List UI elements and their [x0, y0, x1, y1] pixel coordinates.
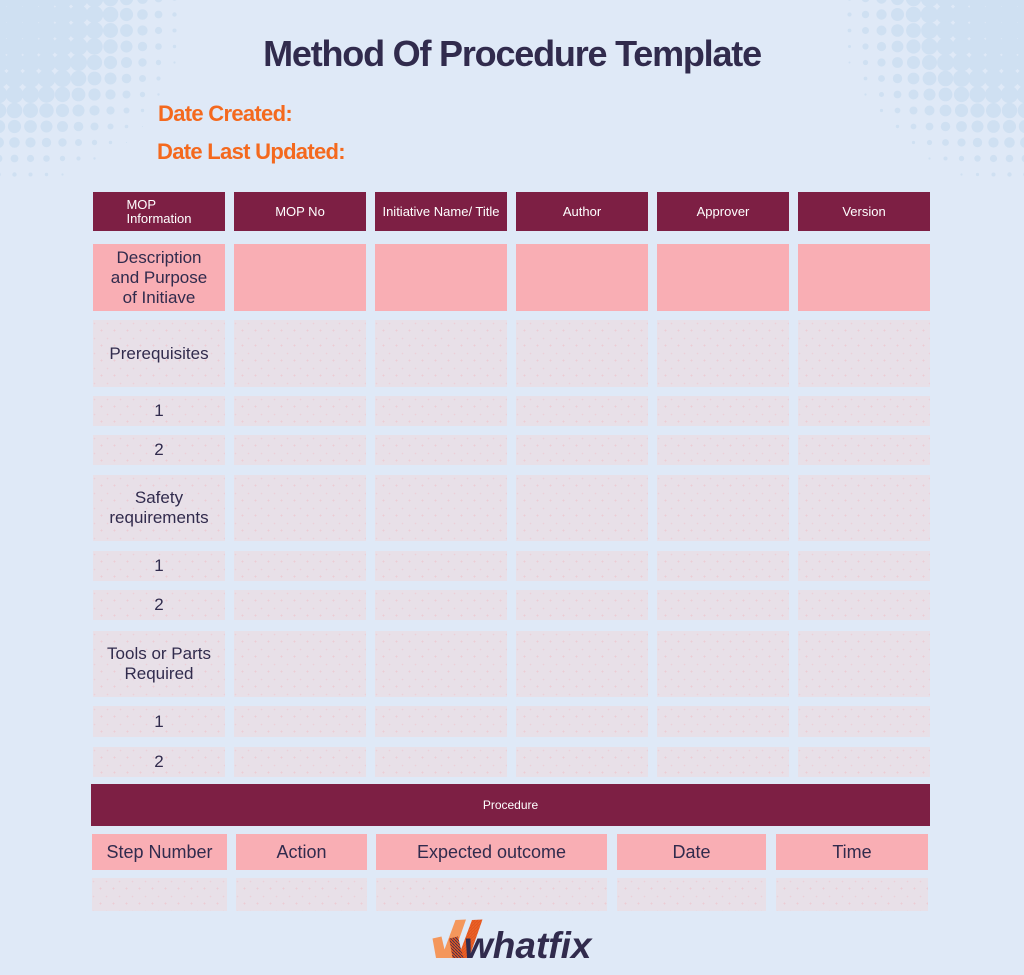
svg-text:whatfix: whatfix	[464, 925, 593, 966]
